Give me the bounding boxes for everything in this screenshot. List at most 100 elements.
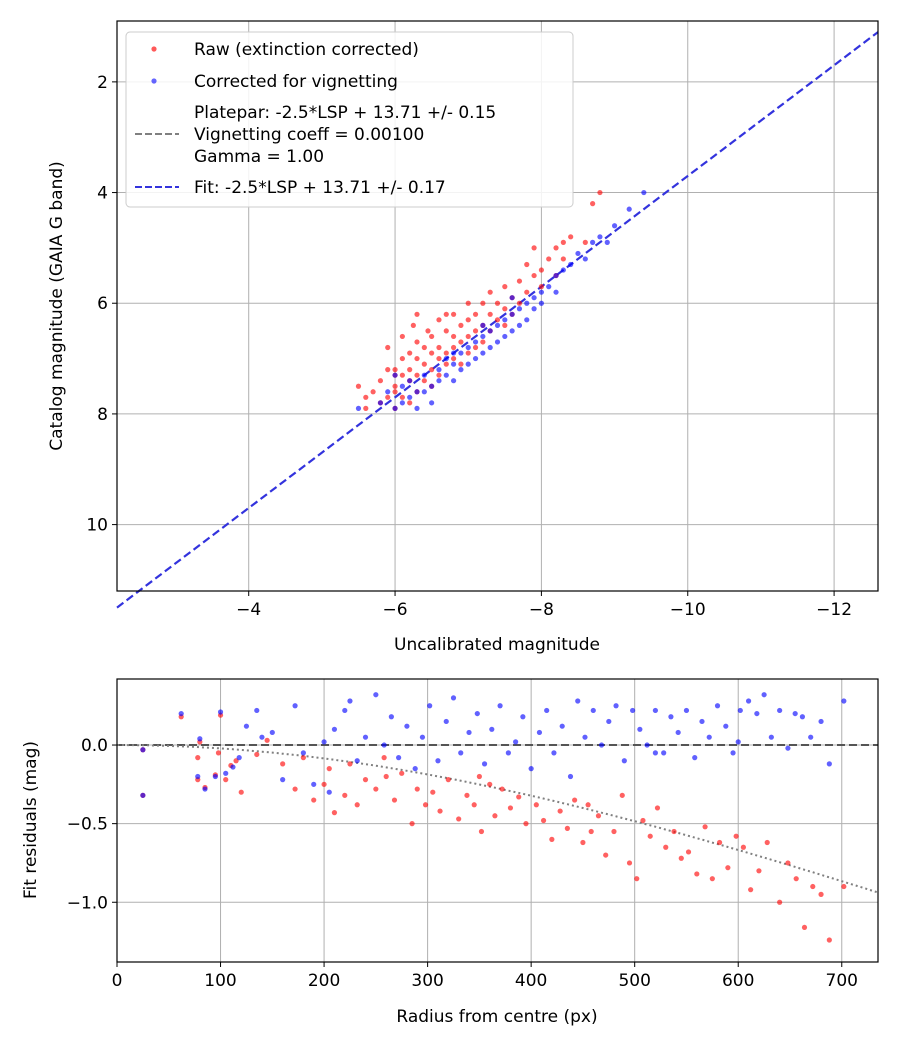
scatter-point (826, 937, 832, 943)
scatter-point (456, 816, 462, 822)
scatter-point (254, 751, 260, 758)
scatter-point (509, 311, 515, 317)
scatter-point (236, 755, 242, 761)
scatter-point (509, 328, 515, 334)
scatter-point (465, 350, 471, 356)
scatter-point (414, 311, 420, 317)
y-tick-label: 8 (97, 405, 108, 425)
scatter-point (641, 189, 647, 196)
scatter-point (414, 786, 420, 792)
scatter-point (735, 739, 741, 745)
x-tick-label: −8 (529, 600, 554, 620)
scatter-point (399, 355, 405, 362)
scatter-point (429, 333, 435, 340)
scatter-point (606, 718, 612, 725)
scatter-point (481, 761, 488, 767)
scatter-point (716, 839, 723, 846)
scatter-point (523, 821, 529, 827)
scatter-point (363, 394, 369, 400)
scatter-point (385, 367, 391, 373)
scatter-point (644, 742, 650, 748)
scatter-point (777, 707, 783, 714)
scatter-point (560, 239, 566, 245)
scatter-point (399, 383, 405, 389)
bottom-reference-lines (117, 744, 879, 894)
scatter-point (450, 333, 457, 340)
scatter-point (768, 734, 774, 740)
scatter-point (603, 852, 609, 858)
scatter-point (733, 833, 739, 839)
scatter-point (254, 707, 260, 714)
scatter-point (436, 372, 442, 378)
scatter-point (487, 311, 493, 317)
scatter-point (407, 367, 413, 373)
scatter-point (723, 723, 729, 729)
scatter-point (377, 400, 384, 406)
scatter-point (709, 876, 715, 882)
scatter-point (259, 734, 265, 740)
scatter-point (474, 710, 480, 717)
scatter-point (533, 802, 539, 808)
scatter-point (785, 745, 791, 751)
scatter-point (436, 344, 442, 351)
scatter-point (499, 786, 505, 792)
scatter-point (362, 734, 369, 740)
scatter-point (740, 844, 747, 850)
scatter-point (598, 742, 605, 748)
scatter-point (385, 389, 391, 395)
scatter-point (531, 306, 537, 312)
scatter-point (480, 300, 486, 306)
scatter-point (472, 311, 479, 317)
scatter-point (399, 770, 405, 776)
scatter-point (429, 383, 435, 389)
scatter-point (458, 339, 464, 345)
scatter-point (630, 707, 636, 714)
scatter-point (437, 808, 443, 814)
scatter-point (421, 378, 427, 384)
scatter-point (505, 750, 511, 756)
top-scatter-points (355, 189, 647, 411)
scatter-point (544, 707, 550, 714)
scatter-point (427, 703, 433, 709)
bottom-tick-labels: 0 100 200 300 400 500 600 700 0.0 −0.5 −1.0 (67, 736, 858, 991)
scatter-point (450, 350, 457, 356)
scatter-point (502, 306, 508, 312)
scatter-point (300, 750, 306, 756)
scatter-point (450, 695, 457, 701)
scatter-point (737, 707, 743, 714)
scatter-point (590, 201, 596, 207)
y-tick-label: 4 (97, 184, 108, 204)
scatter-point (528, 766, 534, 772)
scatter-point (414, 389, 420, 395)
scatter-point (321, 781, 327, 787)
scatter-point (450, 311, 457, 317)
scatter-point (399, 333, 405, 340)
scatter-point (391, 797, 398, 803)
bottom-axes-frame (116, 678, 879, 963)
scatter-point (487, 781, 493, 787)
scatter-point (557, 808, 563, 814)
scatter-point (549, 836, 555, 842)
legend: Raw (extinction corrected) Corrected for… (125, 31, 574, 208)
y-tick-label: −0.5 (67, 815, 108, 835)
scatter-point (706, 734, 712, 740)
scatter-point (436, 355, 442, 362)
scatter-point (429, 400, 435, 406)
scatter-point (841, 698, 847, 704)
scatter-point (634, 876, 640, 882)
scatter-point (385, 344, 391, 351)
scatter-point (412, 766, 418, 772)
scatter-point (450, 378, 457, 384)
scatter-point (464, 792, 470, 798)
scatter-point (421, 361, 427, 367)
scatter-point (524, 261, 530, 268)
scatter-point (694, 871, 700, 877)
scatter-point (588, 828, 594, 835)
x-tick-label: 600 (722, 971, 754, 991)
scatter-point (480, 322, 486, 328)
scatter-point (604, 239, 610, 245)
scatter-point (663, 844, 669, 850)
scatter-point (392, 405, 398, 411)
scatter-point (414, 339, 420, 345)
